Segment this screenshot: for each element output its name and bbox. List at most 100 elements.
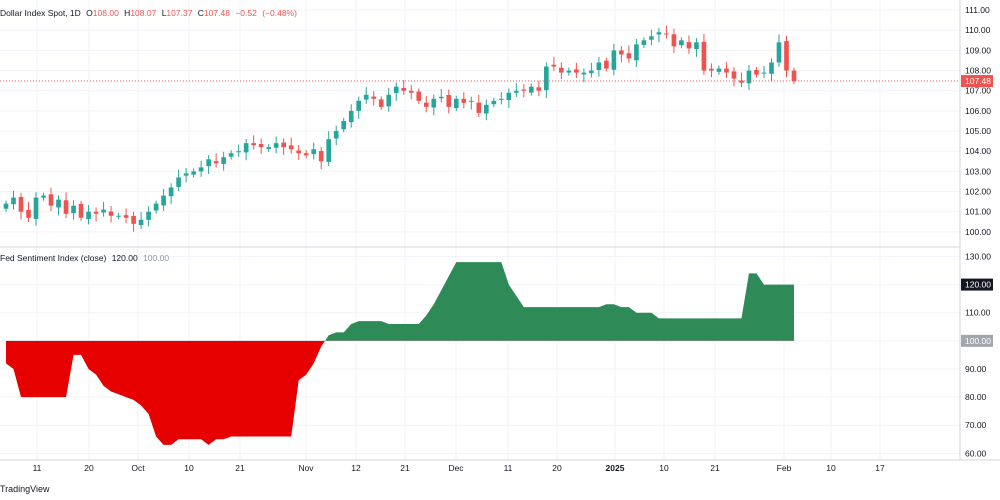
candle[interactable] xyxy=(363,86,369,104)
candle[interactable] xyxy=(258,138,264,154)
candle[interactable] xyxy=(626,45,632,63)
candle[interactable] xyxy=(746,65,752,90)
candle[interactable] xyxy=(71,200,76,220)
sentiment-pane[interactable] xyxy=(6,262,794,445)
candle[interactable] xyxy=(243,138,249,161)
candle[interactable] xyxy=(416,88,422,104)
candle[interactable] xyxy=(168,183,174,205)
candle[interactable] xyxy=(776,34,782,67)
candle[interactable] xyxy=(348,104,354,128)
candle[interactable] xyxy=(3,200,9,212)
candle[interactable] xyxy=(138,211,144,230)
candle[interactable] xyxy=(108,206,114,223)
candle[interactable] xyxy=(769,58,774,82)
candle[interactable] xyxy=(296,144,302,160)
candle[interactable] xyxy=(656,28,662,43)
candle[interactable] xyxy=(131,211,136,232)
sentiment-area-above[interactable] xyxy=(6,262,794,445)
candle[interactable] xyxy=(694,38,699,57)
candle[interactable] xyxy=(176,169,181,192)
candle[interactable] xyxy=(468,96,474,110)
candle[interactable] xyxy=(191,168,196,178)
candle[interactable] xyxy=(619,46,624,63)
candle[interactable] xyxy=(18,192,24,220)
candle[interactable] xyxy=(634,38,639,67)
candle[interactable] xyxy=(438,88,444,103)
candle[interactable] xyxy=(581,68,587,83)
candle[interactable] xyxy=(333,125,339,146)
candle[interactable] xyxy=(506,88,512,108)
candle[interactable] xyxy=(483,99,489,121)
candle[interactable] xyxy=(544,62,549,98)
candle[interactable] xyxy=(153,200,159,214)
candle[interactable] xyxy=(529,83,534,96)
candle[interactable] xyxy=(649,29,654,46)
candle[interactable] xyxy=(641,37,647,48)
candle[interactable] xyxy=(356,96,362,119)
candle[interactable] xyxy=(476,94,482,118)
candle[interactable] xyxy=(78,200,84,221)
candle[interactable] xyxy=(266,144,271,153)
candle[interactable] xyxy=(761,65,767,79)
candle[interactable] xyxy=(303,150,309,159)
candle[interactable] xyxy=(431,94,437,116)
candle[interactable] xyxy=(574,62,579,79)
candle[interactable] xyxy=(671,28,677,54)
candle[interactable] xyxy=(378,96,384,110)
candle[interactable] xyxy=(491,97,497,108)
indicator-title[interactable]: Fed Sentiment Index (close) xyxy=(0,253,107,263)
time-axis[interactable]: 11 20 Oct 10 21 Nov 12 21 Dec 11 20 2025 10 21 Feb 10 17 xyxy=(33,463,885,473)
candle[interactable] xyxy=(311,142,317,160)
candle[interactable] xyxy=(318,146,324,170)
price-pane[interactable] xyxy=(0,25,960,232)
candle[interactable] xyxy=(423,95,429,113)
candle[interactable] xyxy=(371,91,377,106)
candle[interactable] xyxy=(664,25,669,39)
candle[interactable] xyxy=(198,160,204,177)
candle[interactable] xyxy=(56,195,61,216)
candle[interactable] xyxy=(236,144,241,157)
candle[interactable] xyxy=(521,84,527,98)
candle[interactable] xyxy=(228,150,234,160)
symbol-title[interactable]: Dollar Index Spot, 1D xyxy=(0,8,81,18)
candle[interactable] xyxy=(784,35,789,78)
candle[interactable] xyxy=(123,208,129,224)
candle[interactable] xyxy=(251,135,256,150)
candle[interactable] xyxy=(536,80,542,97)
price-axis[interactable]: 111.00 110.00 109.00 108.00 107.00 106.00 105.… xyxy=(961,5,993,237)
candle[interactable] xyxy=(551,56,557,71)
candle[interactable] xyxy=(393,82,399,101)
candle[interactable] xyxy=(341,117,347,133)
sentiment-area-below[interactable] xyxy=(6,262,794,445)
candle[interactable] xyxy=(604,57,609,72)
candle[interactable] xyxy=(146,206,151,227)
candle[interactable] xyxy=(48,187,54,212)
candle[interactable] xyxy=(559,62,564,80)
candle[interactable] xyxy=(731,67,737,87)
candle[interactable] xyxy=(281,138,287,156)
candle[interactable] xyxy=(589,62,594,78)
candle[interactable] xyxy=(288,137,294,154)
candle[interactable] xyxy=(709,63,714,78)
candle[interactable] xyxy=(611,43,617,76)
candle[interactable] xyxy=(26,202,31,223)
candle[interactable] xyxy=(701,33,707,75)
candle[interactable] xyxy=(33,192,39,226)
candle[interactable] xyxy=(461,92,467,109)
candle[interactable] xyxy=(101,201,106,217)
candle[interactable] xyxy=(161,188,166,211)
candle[interactable] xyxy=(513,82,519,97)
candle[interactable] xyxy=(724,61,729,79)
candle[interactable] xyxy=(596,57,602,77)
candle[interactable] xyxy=(11,190,16,210)
candle[interactable] xyxy=(206,155,211,175)
candle[interactable] xyxy=(754,66,759,78)
candle[interactable] xyxy=(93,207,99,222)
candle[interactable] xyxy=(446,89,452,114)
candle[interactable] xyxy=(566,67,572,76)
candle[interactable] xyxy=(41,192,46,201)
candle[interactable] xyxy=(221,151,226,171)
candle[interactable] xyxy=(86,205,91,225)
candle[interactable] xyxy=(386,88,392,112)
candle[interactable] xyxy=(716,65,722,75)
